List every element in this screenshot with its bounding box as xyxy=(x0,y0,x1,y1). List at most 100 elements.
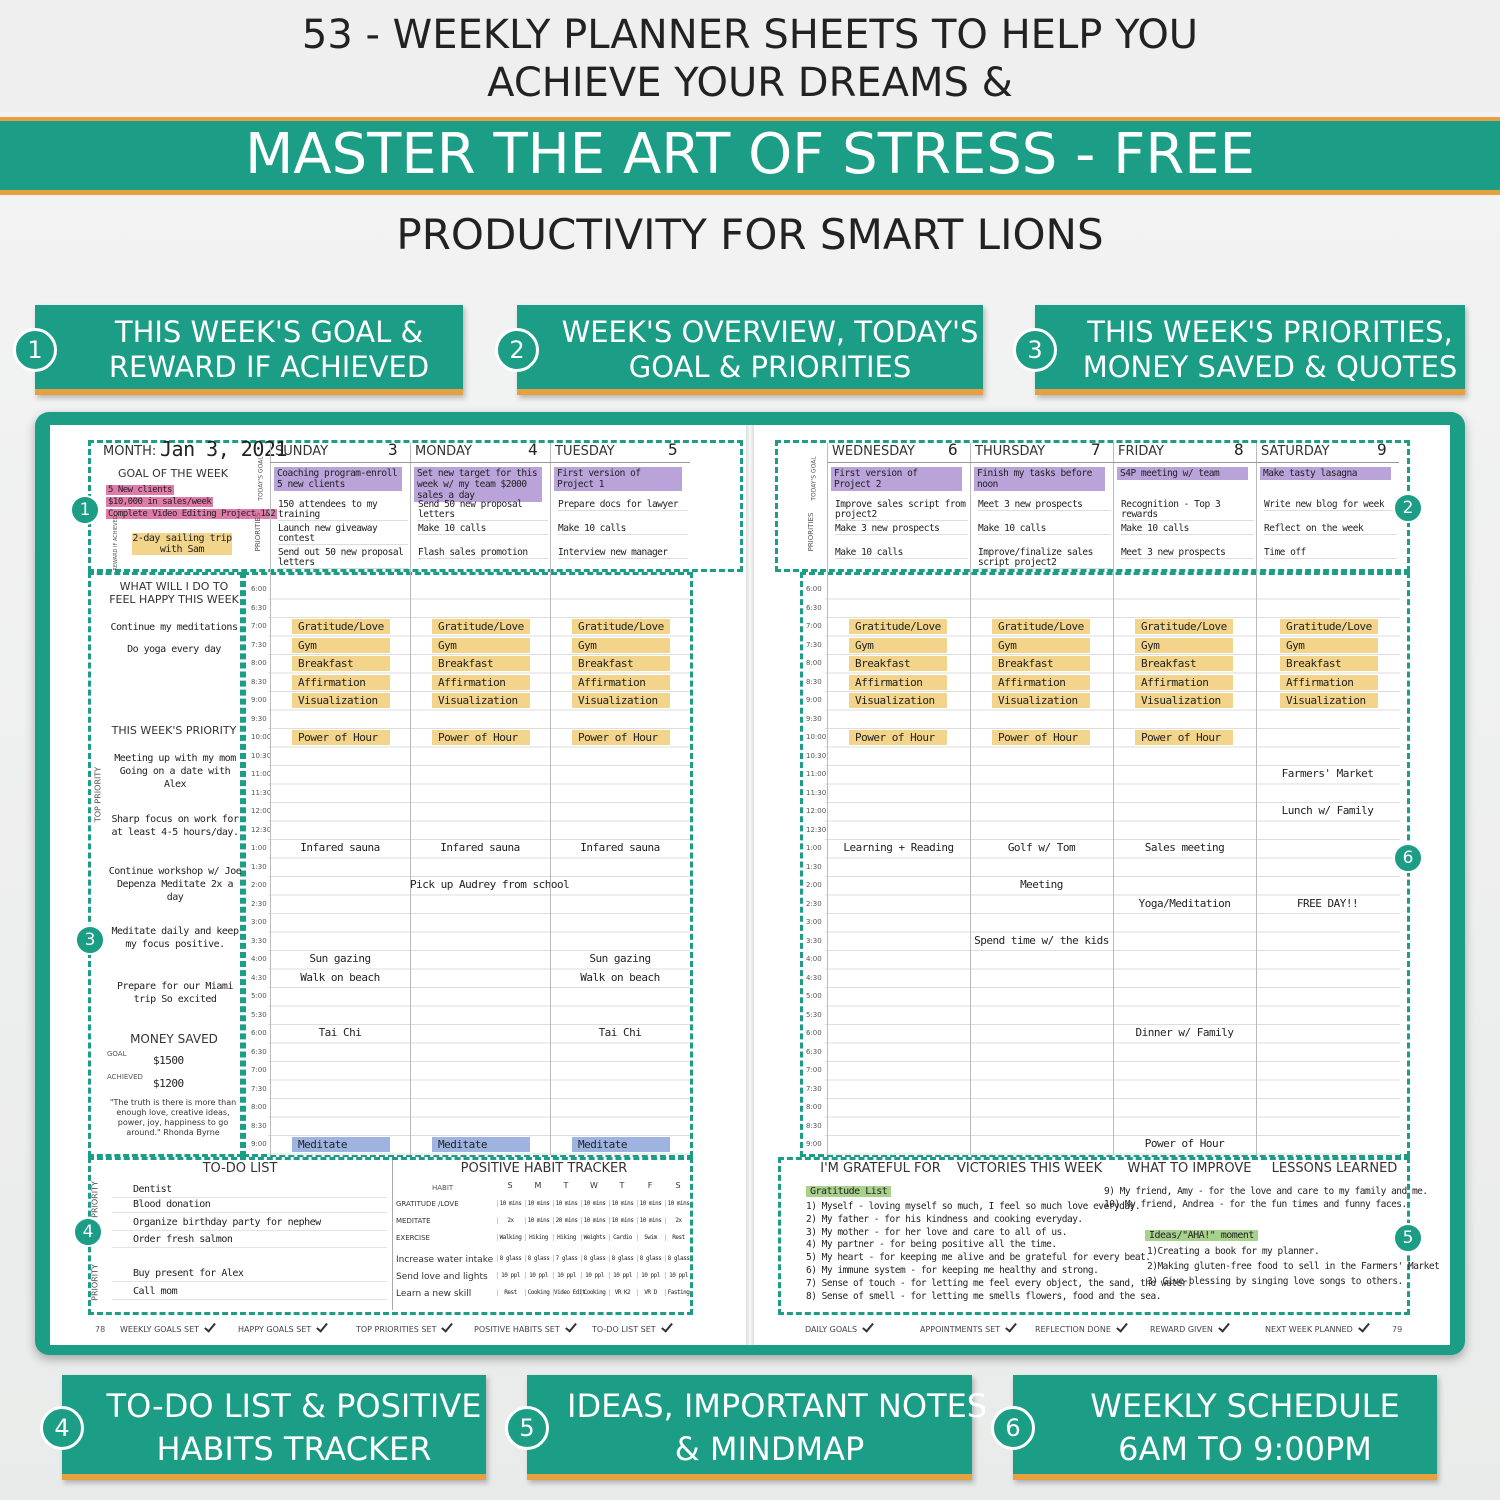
schedule-event: Tai Chi xyxy=(598,1026,642,1039)
time-label: 4:00 xyxy=(806,955,822,963)
day-date: 3 xyxy=(388,440,398,459)
habit-cell: Cardio xyxy=(609,1234,635,1241)
time-label: 7:30 xyxy=(251,640,267,649)
time-label: 1:30 xyxy=(251,862,267,871)
habit-name: Increase water intake xyxy=(396,1255,494,1265)
section-marker: 2 xyxy=(1393,493,1423,523)
day-header-rule xyxy=(270,462,410,463)
habit-cell: Rest xyxy=(665,1234,691,1241)
day-name: THURSDAY xyxy=(975,444,1046,459)
feature-box xyxy=(62,1375,486,1480)
day-goal: Make tasty lasagna xyxy=(1260,467,1391,480)
day-priority: Make 10 calls xyxy=(558,524,688,535)
goal-item: $10,000 in sales/week xyxy=(106,497,214,507)
todo-rule xyxy=(112,1299,387,1300)
feature-label: HABITS TRACKER xyxy=(156,1429,432,1468)
time-label: 4:30 xyxy=(251,973,267,982)
gratitude-item: 5) My heart - for keeping me alive and b… xyxy=(806,1252,1151,1264)
gratitude-item: 10) My friend, Andrea - for the fun time… xyxy=(1104,1199,1407,1210)
habit-cell: VR D xyxy=(637,1289,663,1296)
schedule-event: Meditate xyxy=(292,1137,390,1152)
todo-item: Order fresh salmon xyxy=(133,1234,233,1245)
day-header-rule xyxy=(827,462,970,463)
day-goal: Coaching program-enroll 5 new clients xyxy=(274,467,402,491)
schedule-event: Affirmation xyxy=(572,674,670,690)
banner-text: MASTER THE ART OF STRESS - FREE xyxy=(244,122,1256,187)
habit-cell: 10 mins xyxy=(665,1200,691,1207)
day-date: 6 xyxy=(948,440,958,459)
footer-check: POSITIVE HABITS SET xyxy=(474,1325,560,1334)
schedule-event: Visualization xyxy=(572,693,670,708)
schedule-event: Visualization xyxy=(992,693,1090,708)
schedule-event: Gym xyxy=(849,637,947,653)
habit-name: MEDITATE xyxy=(396,1217,431,1225)
section-marker: 6 xyxy=(1393,843,1423,873)
day-date: 7 xyxy=(1091,440,1101,459)
schedule-event: Spend time w/ the kids xyxy=(974,933,1109,947)
schedule-event: Visualization xyxy=(1280,693,1378,708)
footer-check: WEEKLY GOALS SET xyxy=(120,1325,200,1334)
habit-cell: Swim xyxy=(637,1234,663,1241)
habit-name: GRATITUDE /LOVE xyxy=(396,1200,459,1208)
habit-cell: Hiking xyxy=(553,1234,579,1241)
section-marker: 3 xyxy=(75,925,105,955)
time-label: 6:30 xyxy=(251,603,267,612)
time-label: 6:00 xyxy=(806,1029,822,1037)
day-goal: First version of Project 2 xyxy=(831,467,962,491)
schedule-event: Yoga/Meditation xyxy=(1138,896,1231,910)
reflection-header: VICTORIES THIS WEEK xyxy=(957,1161,1103,1176)
schedule-event: Gratitude/Love xyxy=(292,619,390,634)
day-priority: Send 50 new proposal letters xyxy=(418,500,548,521)
time-label: 7:00 xyxy=(806,622,822,630)
goal-title: GOAL OF THE WEEK xyxy=(117,467,229,480)
time-label: 6:30 xyxy=(251,1047,267,1056)
money-achieved: $1200 xyxy=(153,1077,184,1090)
feature-number: 1 xyxy=(13,328,57,372)
habit-day: S xyxy=(675,1181,681,1190)
feature-label: GOAL & PRIORITIES xyxy=(628,350,912,384)
gratitude-item: 8) Sense of smell - for letting me smell… xyxy=(806,1290,1161,1302)
dashed-frame xyxy=(88,572,243,1157)
day-header-rule xyxy=(410,462,550,463)
day-priority: Reflect on the week xyxy=(1264,524,1397,535)
month-value: Jan 3, 2021 xyxy=(160,437,287,461)
habit-cell: 8 glass xyxy=(581,1255,607,1262)
spine xyxy=(746,425,754,1345)
time-label: 8:30 xyxy=(806,1121,822,1130)
schedule-event: Pick up Audrey from school xyxy=(410,878,570,891)
feature-box xyxy=(1035,305,1465,395)
time-label: 4:30 xyxy=(806,973,822,982)
gratitude-item: 1) Myself - loving myself so much, I fee… xyxy=(806,1201,1141,1212)
schedule-event: Walk on beach xyxy=(300,970,380,984)
day-header-rule xyxy=(970,462,1113,463)
schedule-event: Visualization xyxy=(1135,693,1233,708)
habit-cell: 10 mins xyxy=(609,1217,635,1224)
time-label: 2:30 xyxy=(806,899,822,908)
happy-title: WHAT WILL I DO TO FEEL HAPPY THIS WEEK xyxy=(109,580,239,606)
time-label: 6:30 xyxy=(806,1047,822,1056)
page-number: 79 xyxy=(1392,1325,1403,1334)
day-priority: Make 10 calls xyxy=(1121,524,1254,535)
day-goal: First version of Project 1 xyxy=(554,467,682,491)
feature-number: 6 xyxy=(991,1405,1035,1450)
time-label: 8:00 xyxy=(251,1103,267,1111)
schedule-event: Power of Hour xyxy=(992,730,1090,745)
schedule-event: Breakfast xyxy=(432,656,530,671)
time-label: 8:30 xyxy=(251,1121,267,1130)
schedule-event: Gym xyxy=(1280,637,1378,653)
day-goal: Set new target for this week w/ my team … xyxy=(414,467,542,502)
day-header-rule xyxy=(1256,462,1399,463)
todo-item: Dentist xyxy=(133,1184,172,1195)
time-label: 2:00 xyxy=(251,881,267,889)
footer-check: TO-DO LIST SET xyxy=(592,1325,656,1334)
schedule-event: Power of Hour xyxy=(1144,1137,1225,1150)
schedule-event: Meditate xyxy=(432,1137,530,1152)
habit-cell: 8 glass xyxy=(525,1255,551,1262)
time-label: 9:00 xyxy=(806,696,822,704)
feature-box xyxy=(35,305,463,395)
schedule-event: Farmers' Market xyxy=(1281,767,1374,780)
todo-rule xyxy=(112,1212,387,1213)
todo-item: Buy present for Alex xyxy=(133,1268,244,1279)
